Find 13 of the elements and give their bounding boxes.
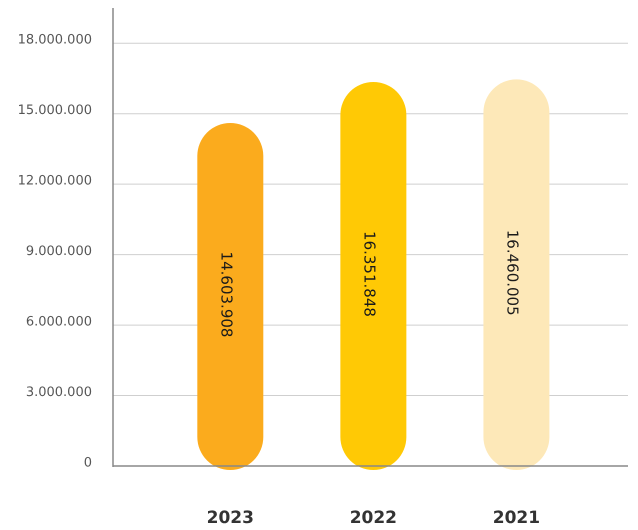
y-tick-label: 9.000.000 <box>26 244 92 260</box>
y-tick-label: 15.000.000 <box>18 103 92 118</box>
y-tick-label: 12.000.000 <box>18 174 92 189</box>
y-tick-label: 18.000.000 <box>18 32 92 48</box>
y-tick-label: 6.000.000 <box>26 314 92 330</box>
data-label: 16.460.005 <box>503 230 522 316</box>
data-label: 16.351.848 <box>360 231 378 317</box>
data-label: 14.603.908 <box>217 252 236 338</box>
y-tick-label: 0 <box>84 456 92 470</box>
x-tick-label: 2021 <box>492 508 540 528</box>
y-tick-label: 3.000.000 <box>26 385 92 400</box>
x-tick-label: 2022 <box>350 508 398 528</box>
x-tick-label: 2023 <box>206 508 254 528</box>
